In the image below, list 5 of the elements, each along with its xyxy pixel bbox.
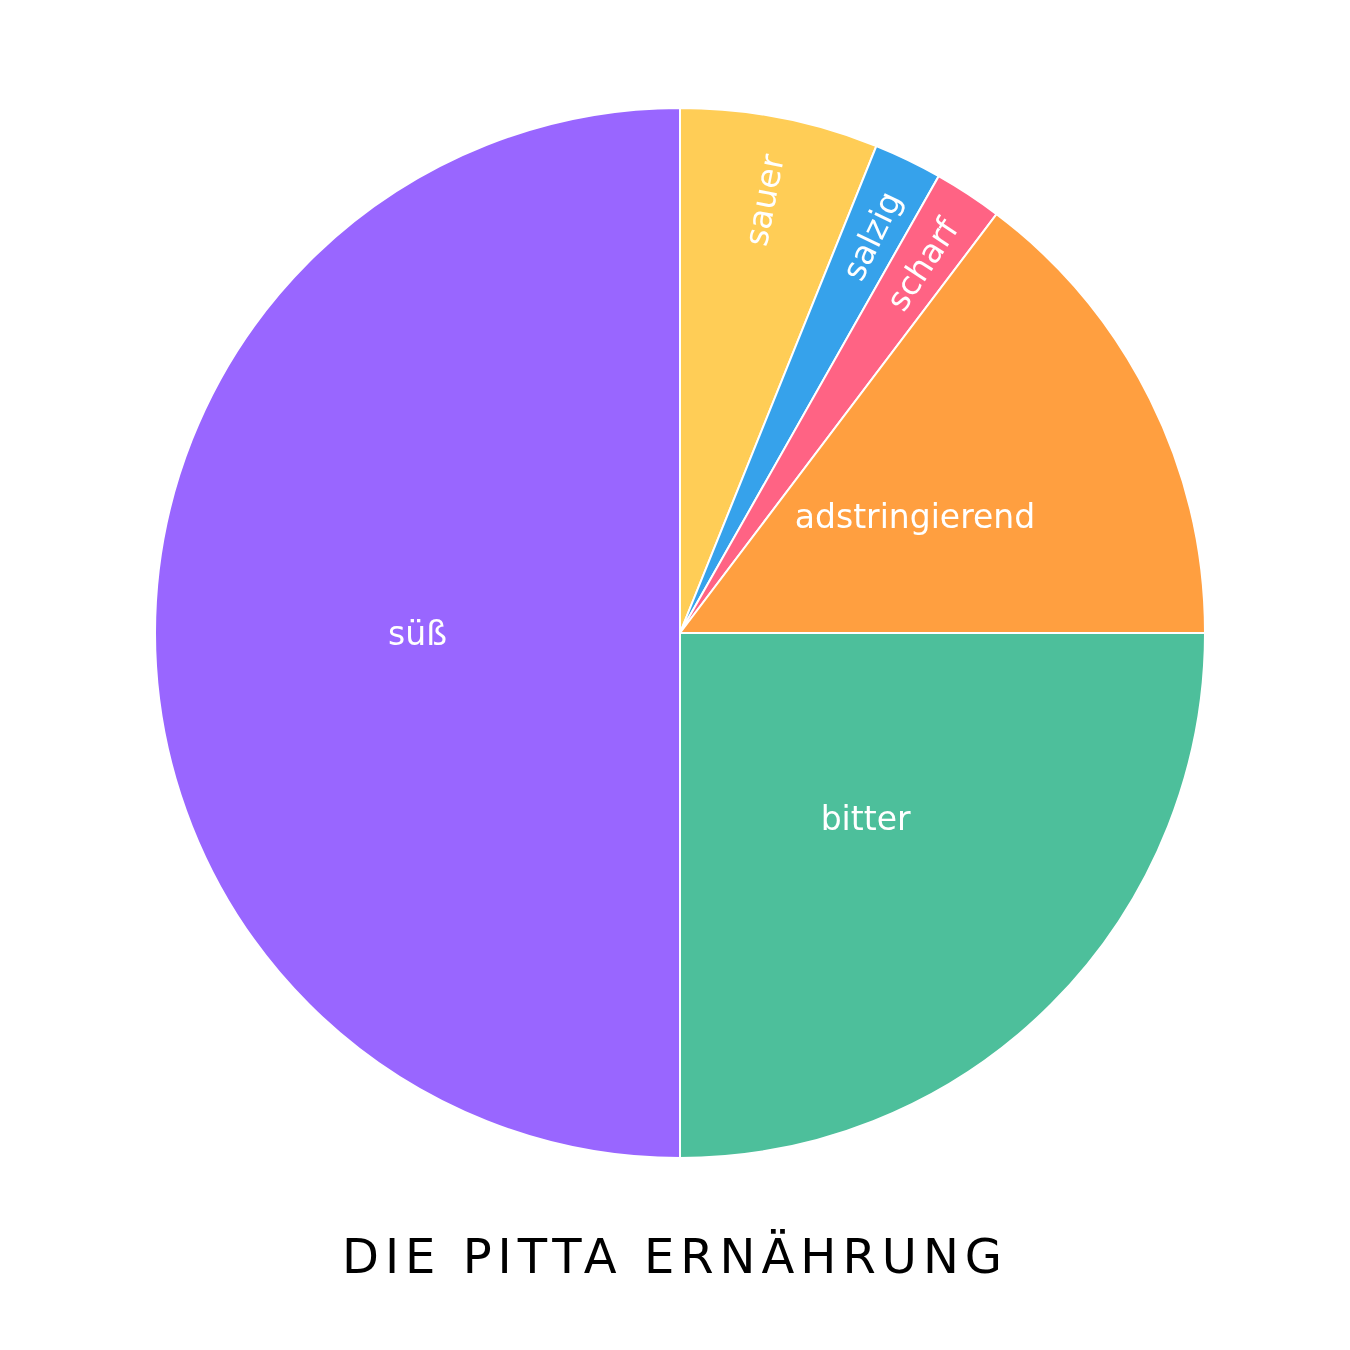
slice-label: sauer [736,150,792,250]
slice-label: süß [388,613,447,653]
slice-label: adstringierend [794,496,1036,536]
slice-label: bitter [820,799,911,839]
text: DIE PITTA ERNÄHRUNG [340,1227,1010,1286]
